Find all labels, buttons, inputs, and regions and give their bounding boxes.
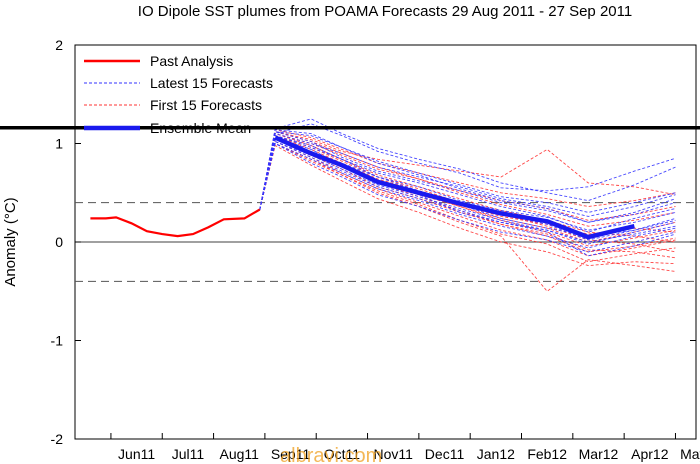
first-forecast-line	[259, 133, 676, 243]
y-tick-label: 2	[55, 37, 63, 53]
legend-label-first-15: First 15 Forecasts	[150, 97, 262, 113]
latest-forecast-line	[259, 131, 676, 213]
legend-label-latest-15: Latest 15 Forecasts	[150, 75, 273, 91]
latest-forecast-line	[259, 142, 676, 253]
y-tick-label: -2	[51, 431, 64, 447]
chart-title: IO Dipole SST plumes from POAMA Forecast…	[138, 3, 632, 20]
x-axis-ticks: Jun11 Jul11 Aug11 Sep11 Oct11 Nov11 Dec11 Jan12…	[110, 433, 700, 462]
x-tick-label: Feb12	[527, 446, 567, 462]
y-axis-label: Anomaly (°C)	[2, 197, 19, 286]
x-tick-label: Apr12	[631, 446, 669, 462]
x-tick-label: Jun11	[118, 446, 155, 462]
x-tick-label: Jan12	[477, 446, 515, 462]
latest-forecast-line	[259, 140, 676, 245]
x-tick-label: Aug11	[220, 446, 260, 462]
y-tick-label: 1	[55, 136, 63, 152]
watermark: albravi.com	[280, 445, 382, 464]
past-analysis-series	[90, 208, 261, 238]
latest-forecast-line	[259, 142, 676, 249]
latest-forecast-line	[259, 118, 676, 210]
first-forecast-line	[259, 144, 676, 267]
x-tick-label: Nov11	[373, 446, 413, 462]
first-forecast-line	[259, 138, 676, 247]
x-tick-label: Dec11	[425, 446, 465, 462]
x-tick-label: Sep11	[271, 446, 311, 462]
y-tick-label: -1	[51, 333, 64, 349]
legend: Past Analysis Latest 15 Forecasts First …	[84, 53, 273, 136]
latest-forecast-line	[259, 138, 676, 231]
x-tick-label: May12	[680, 446, 700, 462]
ensemble-mean-line	[274, 135, 635, 240]
latest-forecast-line	[259, 137, 676, 257]
x-tick-label: Jul11	[172, 446, 205, 462]
legend-label-ensemble-mean: Ensemble Mean	[150, 120, 251, 136]
latest-forecast-line	[259, 129, 676, 223]
ensemble-mean-series	[274, 135, 635, 240]
latest-forecast-line	[259, 123, 676, 210]
past-analysis-line	[90, 208, 261, 238]
x-tick-label: Mar12	[579, 446, 619, 462]
y-tick-label: 0	[55, 234, 63, 250]
x-tick-label: Oct11	[324, 446, 361, 462]
first-forecast-line	[259, 129, 676, 210]
plot-area: -2 -1 0 1 2 Jun11 Jul11 Aug11 Sep11 Oct11 Nov11 De…	[0, 37, 700, 462]
first-forecast-line	[259, 133, 676, 221]
latest-forecast-line	[259, 135, 676, 233]
legend-label-past-analysis: Past Analysis	[150, 53, 233, 69]
first-forecast-line	[259, 142, 676, 292]
y-axis-ticks: -2 -1 0 1 2	[51, 37, 696, 447]
latest-forecast-line	[259, 131, 676, 223]
